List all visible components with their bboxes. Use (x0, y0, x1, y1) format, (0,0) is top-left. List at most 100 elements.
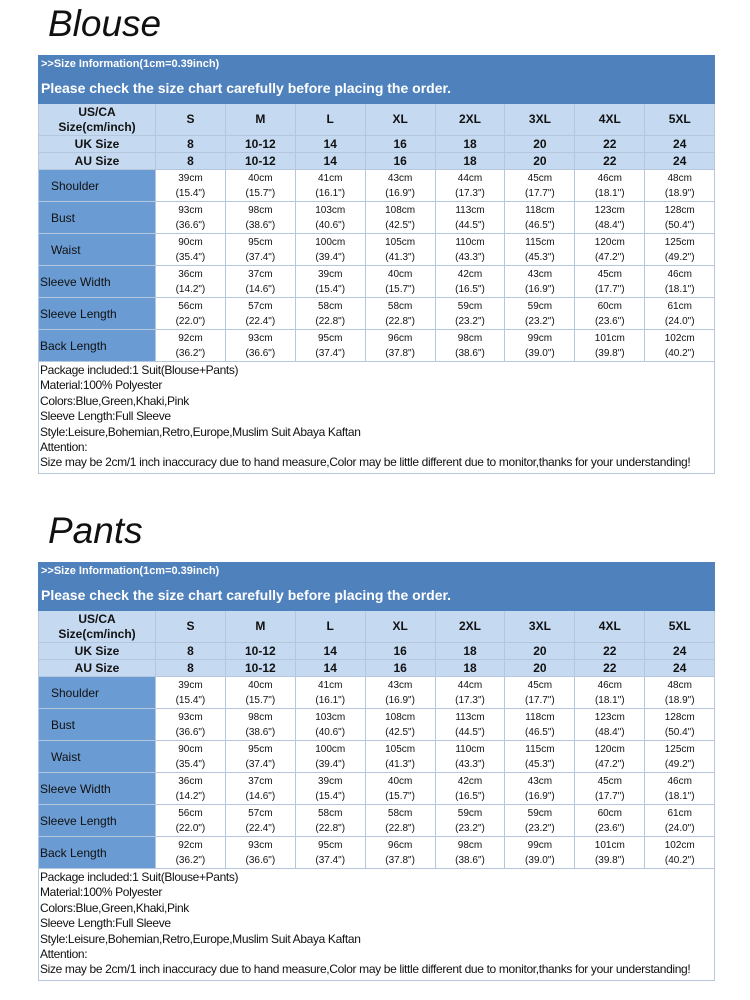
size-value: 14 (294, 642, 366, 660)
note-line: Size may be 2cm/1 inch inaccuracy due to… (40, 962, 691, 977)
header-line: US/CA (78, 611, 116, 626)
measure-cell: 59cm (23.2") (504, 804, 576, 837)
inch-value: (23.2") (455, 315, 485, 327)
measure-cell: 41cm (16.1") (294, 676, 366, 709)
measure-cell: 99cm (39.0") (504, 836, 576, 869)
cm-value: 96cm (387, 332, 413, 344)
cm-value: 98cm (248, 711, 273, 723)
cm-value: 46cm (667, 775, 692, 787)
measure-label: Back Length (38, 836, 156, 869)
measure-cell: 40cm (15.7") (224, 676, 296, 709)
inch-value: (37.4") (315, 854, 346, 866)
size-header-row: US/CA Size(cm/inch) S M L XL 2XL 3XL 4XL 5XL (38, 610, 716, 643)
measure-cell: 56cm (22.0") (155, 804, 226, 837)
measure-cell: 59cm (23.2") (434, 297, 506, 330)
cm-value: 118cm (525, 204, 555, 216)
inch-value: (39.4") (315, 758, 346, 770)
cm-value: 95cm (248, 743, 273, 755)
size-cell: 5XL (644, 103, 716, 136)
cm-value: 40cm (248, 679, 273, 691)
inch-value: (43.3") (455, 251, 485, 263)
cm-value: 46cm (667, 268, 692, 280)
inch-value: (24.0") (664, 822, 695, 834)
measure-row: Shoulder 39cm (15.4") 40cm (15.7") 41cm (16.1"… (38, 676, 716, 709)
measure-row: Bust 93cm (36.6") 98cm (38.6") 103cm (40.6") 10… (38, 201, 716, 234)
measure-cell: 39cm (15.4") (155, 676, 226, 709)
measure-cell: 43cm (16.9") (364, 169, 436, 202)
cm-value: 45cm (597, 775, 623, 787)
cm-value: 99cm (527, 839, 553, 851)
cm-value: 98cm (457, 332, 483, 344)
inch-value: (15.4") (315, 283, 346, 295)
inch-value: (23.6") (594, 315, 625, 327)
header-line: Size(cm/inch) (58, 626, 136, 641)
inch-value: (39.0") (525, 347, 555, 359)
inch-value: (41.3") (385, 251, 415, 263)
size-value: 16 (364, 659, 436, 677)
measure-cell: 45cm (17.7") (504, 676, 576, 709)
info-row: >>Size Information(1cm=0.39inch) (37, 562, 716, 580)
measure-cell: 60cm (23.6") (574, 297, 646, 330)
note-line: Material:100% Polyester (40, 885, 163, 900)
inch-value: (39.8") (594, 347, 625, 359)
inch-value: (24.0") (664, 315, 695, 327)
size-value: 8 (155, 642, 226, 660)
cm-value: 43cm (387, 172, 413, 184)
note-line: Material:100% Polyester (40, 378, 163, 393)
size-cell: 2XL (434, 610, 506, 643)
measure-cell: 58cm (22.8") (364, 804, 436, 837)
measure-cell: 58cm (22.8") (294, 804, 366, 837)
inch-value: (16.9") (525, 790, 555, 802)
size-value: 20 (504, 152, 576, 170)
cm-value: 125cm (664, 743, 695, 755)
measure-cell: 93cm (36.6") (224, 329, 296, 362)
measure-row: Sleeve Length 56cm (22.0") 57cm (22.4") 58cm (… (38, 297, 716, 330)
inch-value: (49.2") (664, 251, 695, 263)
cm-value: 103cm (315, 204, 346, 216)
measure-cell: 46cm (18.1") (574, 676, 646, 709)
measure-cell: 58cm (22.8") (364, 297, 436, 330)
measure-cell: 46cm (18.1") (644, 772, 716, 805)
inch-value: (16.1") (315, 187, 346, 199)
size-value: 22 (574, 152, 646, 170)
cm-value: 40cm (387, 268, 413, 280)
measure-label: Sleeve Length (38, 297, 156, 330)
inch-value: (23.6") (594, 822, 625, 834)
inch-value: (22.8") (315, 822, 346, 834)
measure-cell: 39cm (15.4") (294, 772, 366, 805)
measure-row: Sleeve Width 36cm (14.2") 37cm (14.6") 39cm (1… (38, 772, 716, 805)
measure-label: Back Length (38, 329, 156, 362)
measure-cell: 101cm (39.8") (574, 329, 646, 362)
cm-value: 96cm (387, 839, 413, 851)
measure-cell: 113cm (44.5") (434, 201, 506, 234)
notes: Package included:1 Suit(Blouse+Pants) Mat… (37, 868, 716, 981)
size-value: 16 (364, 135, 436, 153)
cm-value: 58cm (387, 300, 413, 312)
inch-value: (38.6") (245, 726, 276, 738)
measure-cell: 45cm (17.7") (504, 169, 576, 202)
inch-value: (23.2") (455, 822, 485, 834)
size-value: 10-12 (224, 659, 296, 677)
measure-label: Waist (38, 233, 156, 266)
cm-value: 45cm (597, 268, 623, 280)
cm-value: 93cm (178, 711, 203, 723)
cm-value: 56cm (178, 807, 203, 819)
measure-cell: 110cm (43.3") (434, 233, 506, 266)
notice-row: Please check the size chart carefully be… (37, 72, 716, 104)
measure-cell: 56cm (22.0") (155, 297, 226, 330)
size-value: 14 (294, 135, 366, 153)
inch-value: (22.8") (315, 315, 346, 327)
cm-value: 123cm (594, 204, 625, 216)
size-value: 24 (644, 642, 716, 660)
inch-value: (16.1") (315, 694, 346, 706)
cm-value: 46cm (597, 172, 623, 184)
note-line: Sleeve Length:Full Sleeve (40, 916, 171, 931)
cm-value: 45cm (527, 172, 553, 184)
inch-value: (18.1") (664, 790, 695, 802)
measure-cell: 43cm (16.9") (364, 676, 436, 709)
size-cell: M (224, 103, 296, 136)
measure-cell: 48cm (18.9") (644, 169, 716, 202)
inch-value: (14.6") (245, 283, 276, 295)
notice-row: Please check the size chart carefully be… (37, 579, 716, 611)
measure-cell: 95cm (37.4") (294, 329, 366, 362)
